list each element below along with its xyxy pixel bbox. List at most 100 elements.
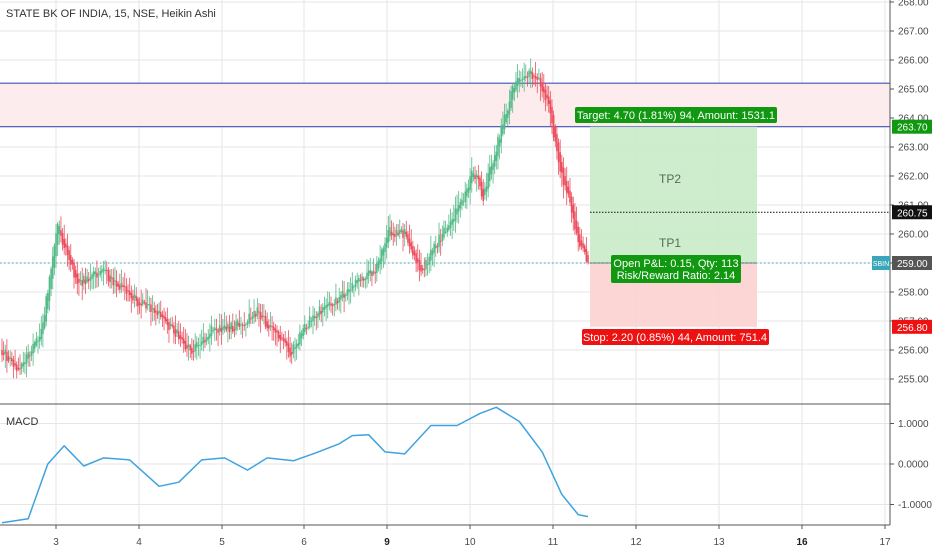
candle-body — [101, 269, 103, 273]
candle-body — [43, 315, 46, 329]
price-tick-label: 267.00 — [898, 27, 929, 38]
candle-body — [140, 303, 142, 306]
candle-body — [148, 304, 151, 306]
candle-body — [282, 337, 285, 341]
candle-body — [467, 187, 470, 193]
candle-body — [304, 324, 306, 333]
candle-body — [42, 322, 44, 335]
candle-body — [156, 311, 159, 316]
time-tick-label: 9 — [384, 537, 390, 548]
candle-body — [138, 302, 141, 305]
candle-body — [217, 329, 219, 333]
candle-body — [552, 114, 555, 138]
target-zone[interactable] — [590, 126, 757, 263]
candle-body — [294, 347, 296, 349]
candle-body — [79, 279, 82, 281]
candle-body — [130, 292, 133, 299]
candle-body — [123, 286, 126, 288]
candle-body — [470, 170, 473, 184]
candle-body — [562, 167, 565, 185]
candle-body — [310, 320, 313, 322]
candle-body — [387, 229, 390, 243]
candle-body — [207, 336, 210, 340]
candle-body — [413, 250, 416, 256]
candle-body — [277, 331, 280, 339]
candle-body — [268, 324, 270, 329]
candle-body — [125, 286, 128, 294]
candle-body — [479, 177, 481, 187]
candle-body — [392, 233, 395, 236]
candle-body — [340, 295, 342, 300]
candle-body — [48, 276, 51, 302]
candle-body — [449, 221, 452, 228]
candle-body — [161, 314, 164, 318]
candle-body — [372, 270, 375, 274]
candle-body — [300, 333, 303, 339]
candle-body — [163, 315, 165, 319]
candle-body — [385, 237, 388, 248]
candle-body — [87, 279, 90, 282]
candle-body — [323, 306, 326, 310]
risk-reward-text: Risk/Reward Ratio: 2.14 — [617, 270, 736, 282]
candle-body — [328, 302, 331, 306]
candle-body — [286, 341, 288, 346]
candle-body — [389, 226, 391, 237]
candle-body — [86, 276, 88, 282]
candle-body — [416, 258, 419, 262]
candle-body — [83, 276, 85, 284]
candle-body — [353, 286, 355, 288]
candle-body — [582, 243, 584, 249]
candle-body — [574, 211, 576, 230]
candle-body — [33, 342, 36, 349]
candle-body — [461, 199, 463, 206]
candle-body — [184, 340, 187, 350]
candle-body — [543, 86, 545, 93]
candle-body — [279, 334, 282, 341]
candle-body — [538, 77, 540, 79]
candle-body — [276, 330, 278, 333]
candle-body — [567, 186, 570, 195]
position-tool[interactable]: TP2 TP1 Target: 4.70 (1.81%) 94, Amount: 1… — [0, 107, 890, 345]
price-tick-label: 268.00 — [898, 0, 929, 9]
candle-body — [459, 201, 462, 209]
candle-body — [173, 325, 175, 334]
candle-body — [371, 271, 373, 276]
price-badge — [892, 319, 932, 334]
candle-body — [263, 315, 265, 317]
price-tick-label: 258.00 — [898, 288, 929, 299]
candle-body — [344, 295, 347, 297]
candle-body — [53, 245, 56, 268]
candle-body — [76, 273, 79, 285]
candle-body — [117, 283, 120, 287]
candle-body — [266, 321, 268, 329]
price-tick-label: 256.00 — [898, 346, 929, 357]
candle-body — [412, 245, 414, 256]
candle-body — [107, 269, 110, 281]
candle-body — [32, 343, 34, 354]
candle-body — [346, 289, 349, 296]
target-badge-text: Target: 4.70 (1.81%) 94, Amount: 1531.1 — [577, 110, 775, 122]
candle-body — [169, 323, 172, 326]
candle-body — [520, 79, 522, 81]
labels: 263.70 260.75 259.00 256.80 SBIN — [872, 119, 932, 334]
candle-body — [132, 295, 134, 301]
candle-body — [225, 326, 228, 331]
time-tick-label: 17 — [879, 537, 891, 548]
price-tick-label: 264.00 — [898, 114, 929, 125]
candle-body — [495, 151, 498, 161]
candle-body — [398, 230, 401, 234]
candle-body — [436, 246, 439, 248]
candle-body — [158, 310, 160, 314]
candle-body — [213, 327, 216, 331]
candle-body — [374, 272, 377, 274]
candle-body — [181, 337, 183, 340]
candle-body — [547, 96, 550, 105]
candle-body — [403, 229, 406, 235]
candle-body — [505, 114, 507, 122]
candle-body — [418, 259, 421, 271]
candle-body — [71, 259, 74, 265]
candle-body — [394, 234, 396, 237]
candle-body — [585, 248, 588, 262]
candle-body — [493, 155, 496, 167]
